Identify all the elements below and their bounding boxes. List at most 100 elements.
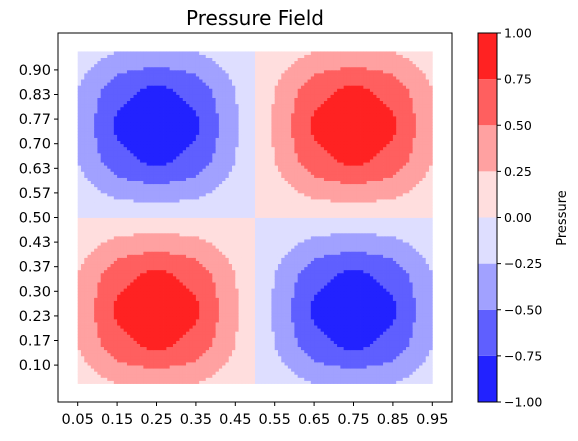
contour-cell [274,312,279,317]
contour-cell [340,239,345,243]
contour-cell [238,315,243,320]
contour-cell [340,371,345,375]
contour-cell [422,340,427,344]
contour-cell [422,337,427,341]
contour-cell [192,254,197,258]
contour-cell [241,266,246,271]
contour-cell [419,297,423,301]
contour-cell [317,306,322,311]
contour-cell [255,309,259,314]
contour-cell [360,260,364,265]
contour-cell [323,352,328,357]
contour-cell [103,322,108,326]
contour-cell [297,269,302,274]
contour-cell [195,275,200,280]
contour-cell [182,279,187,283]
contour-cell [389,303,394,308]
contour-cell [363,374,368,378]
contour-cell [176,343,180,348]
contour-cell [163,297,167,301]
contour-cell [163,257,167,261]
contour-cell [189,377,194,381]
contour-cell [97,266,102,271]
contour-cell [103,239,108,243]
contour-cell [353,340,358,344]
contour-cell [419,331,423,335]
contour-cell [343,349,348,354]
contour-cell [392,368,397,372]
contour-cell [294,346,299,351]
contour-cell [412,300,417,304]
contour-cell [281,374,285,378]
contour-cell [195,315,200,320]
contour-cell [284,346,289,351]
contour-cell [277,303,282,308]
contour-cell [172,328,177,332]
contour-cell [304,349,308,354]
contour-cell [314,235,318,240]
contour-cell [130,312,134,317]
contour-cell [133,315,138,320]
contour-cell [340,362,345,366]
contour-cell [126,260,131,265]
contour-cell [255,374,259,378]
contour-cell [258,328,262,332]
contour-cell [386,331,391,335]
contour-cell [402,371,407,375]
contour-cell [353,275,358,280]
contour-cell [271,306,276,311]
contour-cell [228,248,233,252]
contour-cell [140,309,144,314]
contour-cell [149,380,154,384]
contour-cell [251,306,256,311]
contour-cell [156,380,161,384]
contour-cell [333,315,338,320]
contour-cell [153,291,157,295]
contour-cell [255,315,259,320]
contour-cell [271,285,276,289]
contour-cell [399,328,404,332]
contour-cell [396,355,400,360]
contour-cell [97,315,102,320]
contour-cell [323,337,328,341]
contour-cell [192,325,197,329]
contour-cell [310,315,315,320]
contour-cell [399,306,404,311]
contour-cell [320,279,325,283]
contour-cell [422,285,427,289]
contour-cell [228,251,233,255]
contour-cell [353,343,358,348]
contour-cell [90,365,95,369]
contour-cell [172,349,177,354]
contour-cell [409,297,413,301]
contour-cell [117,315,121,320]
contour-cell [396,340,400,344]
contour-cell [320,254,325,258]
contour-cell [376,251,381,255]
contour-cell [126,239,131,243]
contour-cell [271,257,276,261]
contour-cell [268,245,272,249]
contour-cell [300,362,305,366]
contour-cell [169,242,174,246]
contour-cell [113,288,118,292]
contour-cell [343,346,348,351]
contour-cell [274,282,279,286]
contour-cell [392,309,397,314]
contour-cell [294,362,299,366]
contour-cell [232,374,236,378]
contour-cell [94,285,98,289]
contour-cell [156,297,161,301]
contour-cell [232,285,236,289]
contour-cell [294,325,299,329]
contour-cell [107,288,111,292]
contour-cell [369,260,374,265]
contour-cell [225,337,230,341]
contour-cell [97,331,102,335]
contour-cell [363,337,368,341]
contour-cell [353,279,358,283]
contour-cell [317,337,322,341]
contour-cell [126,279,131,283]
contour-cell [425,285,430,289]
contour-cell [310,248,315,252]
